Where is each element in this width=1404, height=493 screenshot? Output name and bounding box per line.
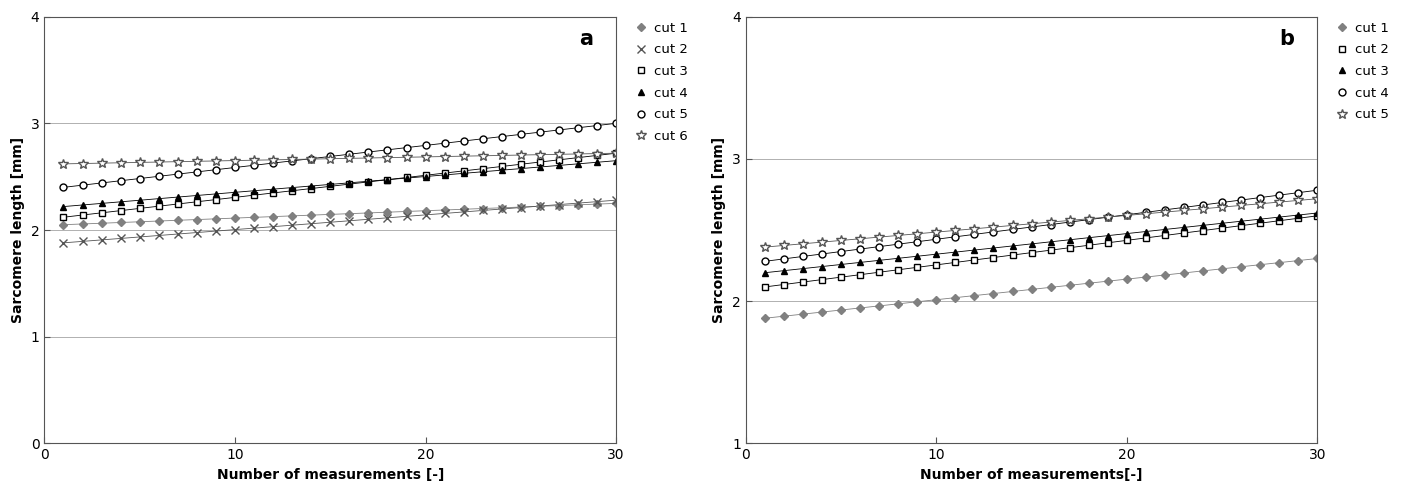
Text: b: b [1279,30,1294,49]
Y-axis label: Sarcomere length [mm]: Sarcomere length [mm] [11,137,25,323]
Y-axis label: Sarcomere length [mm]: Sarcomere length [mm] [712,137,726,323]
Legend: cut 1, cut 2, cut 3, cut 4, cut 5, cut 6: cut 1, cut 2, cut 3, cut 4, cut 5, cut 6 [628,17,694,148]
X-axis label: Number of measurements [-]: Number of measurements [-] [216,468,444,482]
X-axis label: Number of measurements[-]: Number of measurements[-] [921,468,1143,482]
Legend: cut 1, cut 2, cut 3, cut 4, cut 5: cut 1, cut 2, cut 3, cut 4, cut 5 [1330,17,1394,127]
Text: a: a [580,30,594,49]
